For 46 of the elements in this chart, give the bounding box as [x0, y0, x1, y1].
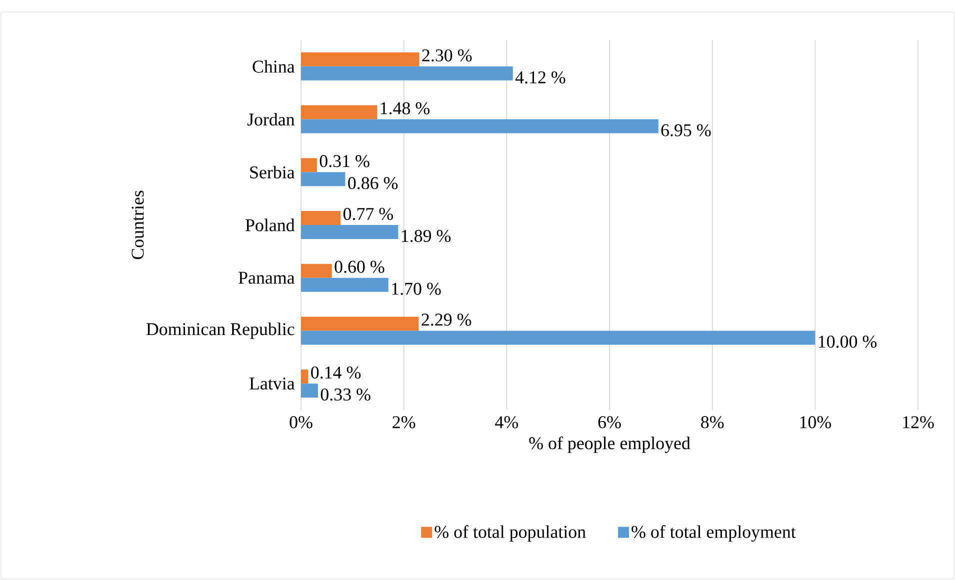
data-label: 1.89 % [402, 230, 451, 242]
y-tick-label: Poland [246, 218, 295, 232]
x-tick-label: 4% [495, 416, 518, 428]
y-tick-label: Latvia [250, 378, 295, 390]
data-label: 0.33 % [320, 388, 370, 401]
x-tick-label: 0% [290, 416, 312, 428]
bar [301, 105, 378, 120]
y-axis-title: Countries [132, 190, 144, 260]
bar [301, 370, 308, 384]
bar [301, 278, 388, 292]
bar [301, 384, 318, 398]
y-tick-label: Dominican Republic [146, 322, 294, 339]
data-label: 10.00 % [818, 336, 877, 348]
data-label: 4.12 % [515, 71, 566, 84]
data-label: 0.86 % [348, 177, 398, 190]
x-tick-label: 2% [392, 416, 416, 428]
bar [301, 158, 317, 172]
x-tick-label: 12% [903, 416, 934, 428]
data-label: 2.29 % [422, 314, 472, 326]
bar [301, 172, 346, 186]
data-label: 0.31 % [320, 155, 370, 168]
bar [301, 119, 658, 134]
x-tick-label: 10% [800, 416, 831, 428]
legend-label: % of total employment [632, 525, 796, 542]
data-label: 0.60 % [334, 260, 384, 273]
x-tick-label: 6% [598, 416, 621, 428]
x-tick-label: 8% [701, 416, 724, 428]
data-label: 0.14 % [311, 366, 361, 379]
bar [301, 316, 419, 331]
data-label: 0.77 % [343, 208, 393, 220]
data-label: 1.70 % [392, 282, 441, 295]
bar [301, 264, 332, 278]
bar [301, 66, 513, 80]
bar [301, 330, 816, 345]
y-tick-label: Serbia [250, 166, 295, 178]
data-label: 6.95 % [661, 124, 711, 136]
legend-label: % of total population [434, 525, 586, 542]
y-tick-label: Jordan [247, 112, 295, 126]
x-axis-title: % of people employed [529, 436, 690, 453]
data-label: 2.30 % [422, 49, 472, 62]
bar [301, 210, 341, 225]
data-label: 1.48 % [380, 102, 430, 114]
bar [301, 52, 420, 66]
y-tick-label: Panama [238, 272, 295, 284]
y-tick-label: China [252, 60, 295, 73]
bar [301, 224, 398, 239]
